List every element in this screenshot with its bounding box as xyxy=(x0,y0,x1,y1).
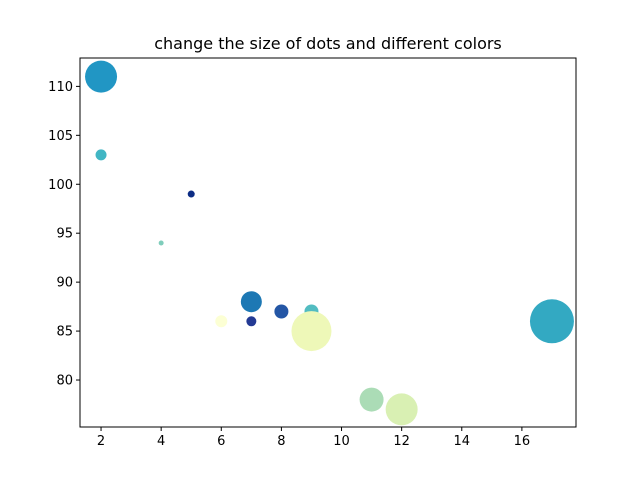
y-tick-label: 100 xyxy=(48,178,73,193)
y-axis: 80 85 90 95 100 105 110 xyxy=(48,80,80,389)
data-point-9 xyxy=(246,316,257,327)
plot-frame xyxy=(79,57,577,428)
data-points xyxy=(85,60,574,426)
data-point-2 xyxy=(95,149,107,161)
x-tick-label: 16 xyxy=(514,434,531,449)
chart-title: change the size of dots and different co… xyxy=(154,34,502,53)
y-tick-label: 90 xyxy=(56,276,73,291)
x-tick-label: 8 xyxy=(277,434,285,449)
data-point-10 xyxy=(291,311,332,352)
y-tick-label: 105 xyxy=(48,129,73,144)
data-point-1 xyxy=(85,60,118,93)
data-point-5 xyxy=(240,291,262,313)
data-point-13 xyxy=(385,393,418,426)
y-tick-label: 95 xyxy=(56,227,73,242)
data-point-11 xyxy=(529,299,574,344)
x-tick-label: 10 xyxy=(333,434,350,449)
y-tick-label: 110 xyxy=(48,80,73,95)
data-point-12 xyxy=(359,387,384,412)
x-tick-label: 12 xyxy=(393,434,410,449)
x-tick-label: 4 xyxy=(157,434,165,449)
y-tick-label: 80 xyxy=(56,374,73,389)
x-tick-label: 14 xyxy=(453,434,470,449)
data-point-4 xyxy=(158,240,164,246)
x-tick-label: 6 xyxy=(217,434,225,449)
x-tick-label: 2 xyxy=(97,434,105,449)
y-tick-label: 85 xyxy=(56,325,73,340)
x-axis: 2 4 6 8 10 12 14 16 xyxy=(97,427,530,449)
data-point-3 xyxy=(187,190,195,198)
data-point-6 xyxy=(274,304,289,319)
data-point-8 xyxy=(215,315,228,328)
